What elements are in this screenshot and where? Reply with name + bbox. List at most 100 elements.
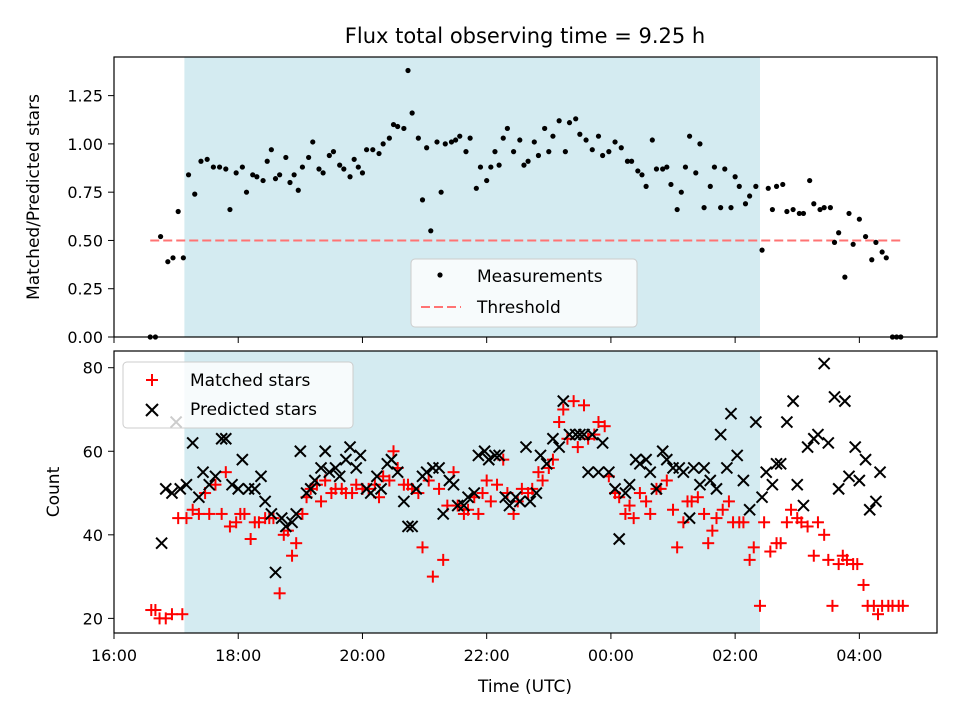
matched-star-point: [149, 604, 162, 617]
matched-star-point: [310, 478, 323, 491]
measurement-point: [562, 149, 568, 155]
matched-star-point: [472, 507, 485, 520]
predicted-star-point: [873, 465, 887, 479]
matched-star-point: [165, 608, 178, 621]
measurement-point: [390, 121, 397, 128]
measurement-point: [550, 133, 556, 139]
matched-star-point: [215, 507, 228, 520]
legend-predicted-marker: [145, 403, 159, 417]
matched-star-point: [426, 570, 439, 583]
matched-star-point: [273, 587, 286, 600]
matched-star-point: [691, 491, 704, 504]
matched-star-point: [383, 474, 396, 487]
predicted-star-point: [519, 440, 533, 454]
measurement-point: [660, 166, 666, 172]
predicted-star-point: [397, 495, 411, 508]
matched-star-point: [677, 516, 690, 529]
bottom-y-axis-label: Count: [44, 466, 64, 517]
measurement-point: [629, 158, 635, 164]
predicted-star-point: [755, 491, 769, 504]
predicted-star-point: [308, 474, 322, 487]
measurement-point: [185, 172, 192, 178]
matched-star-point: [553, 416, 566, 429]
predicted-star-point: [704, 474, 717, 487]
measurement-point: [239, 164, 245, 170]
measurement-point: [210, 164, 216, 170]
predicted-star-point: [294, 445, 307, 458]
predicted-star-point: [811, 428, 825, 441]
measurement-point: [320, 170, 326, 176]
bottom-x-tick-label: 00:00: [588, 646, 634, 665]
measurement-point: [409, 110, 415, 116]
measurement-point: [873, 239, 879, 245]
predicted-star-point: [842, 470, 856, 483]
predicted-star-point: [619, 486, 632, 500]
measurement-point: [525, 158, 531, 164]
bottom-y-tick-label: 60: [83, 442, 103, 461]
measurement-point: [488, 164, 494, 170]
matched-star-point: [484, 495, 497, 508]
predicted-star-point: [586, 428, 599, 441]
measurement-point: [707, 183, 713, 189]
measurement-point: [306, 154, 312, 161]
predicted-star-point: [780, 415, 794, 429]
predicted-star-point: [683, 511, 696, 525]
predicted-star-point: [374, 482, 388, 496]
measurement-point: [573, 116, 579, 122]
measurement-point: [192, 191, 198, 197]
measurement-point: [370, 147, 376, 153]
measurement-point: [254, 174, 260, 180]
measurement-point: [299, 164, 306, 170]
predicted-star-point: [174, 482, 187, 496]
measurement-point: [359, 170, 366, 176]
predicted-star-point: [749, 415, 763, 429]
measurement-point: [233, 170, 239, 176]
predicted-star-point: [557, 394, 570, 408]
top-y-ticks: 0.00 0.25 0.50 0.75 1.00 1.25: [67, 87, 114, 347]
measurement-point: [831, 239, 838, 245]
measurement-point: [827, 205, 833, 211]
measurement-point: [467, 135, 473, 141]
matched-star-point: [737, 516, 750, 529]
matched-star-point: [180, 512, 193, 525]
matched-star-point: [753, 599, 766, 612]
measurement-point: [380, 141, 386, 147]
measurement-point: [517, 137, 523, 143]
measurement-point: [175, 208, 181, 215]
predicted-star-point: [436, 507, 450, 521]
predicted-star-point: [468, 486, 481, 500]
measurement-point: [500, 135, 506, 141]
matched-star-point: [896, 599, 909, 612]
predicted-star-point: [573, 428, 587, 441]
matched-star-point: [716, 503, 729, 516]
measurement-point: [326, 152, 332, 159]
matched-star-point: [871, 608, 884, 621]
bottom-panel: 20 40 60 80 16:00 18:00 20:00 22:00 00:00 02:00 0…: [44, 350, 938, 697]
predicted-star-point: [350, 461, 363, 475]
matched-star-point: [223, 520, 236, 533]
predicted-star-point: [492, 449, 506, 462]
predicted-star-point: [759, 465, 773, 479]
predicted-star-point: [225, 478, 239, 491]
predicted-star-point: [710, 482, 723, 496]
predicted-star-point: [540, 457, 553, 471]
top-legend: Measurements Threshold: [410, 258, 638, 328]
matched-star-point: [387, 445, 400, 458]
measurement-point: [268, 147, 274, 153]
bottom-y-tick-label: 20: [83, 609, 103, 628]
predicted-star-point: [523, 495, 537, 508]
matched-star-point: [416, 541, 429, 554]
predicted-star-point: [401, 520, 415, 533]
predicted-star-point: [581, 465, 595, 479]
top-y-tick-label: 0.00: [67, 328, 103, 347]
legend-measurements-label: Measurements: [477, 267, 603, 287]
matched-star-point: [571, 441, 584, 454]
measurement-point: [600, 152, 606, 159]
measurement-point: [310, 139, 316, 145]
matched-star-point: [619, 507, 632, 520]
matched-star-point: [377, 470, 390, 483]
measurement-point: [577, 131, 583, 137]
measurement-point: [165, 259, 171, 265]
predicted-star-point: [343, 440, 357, 454]
matched-star-point: [412, 487, 425, 500]
